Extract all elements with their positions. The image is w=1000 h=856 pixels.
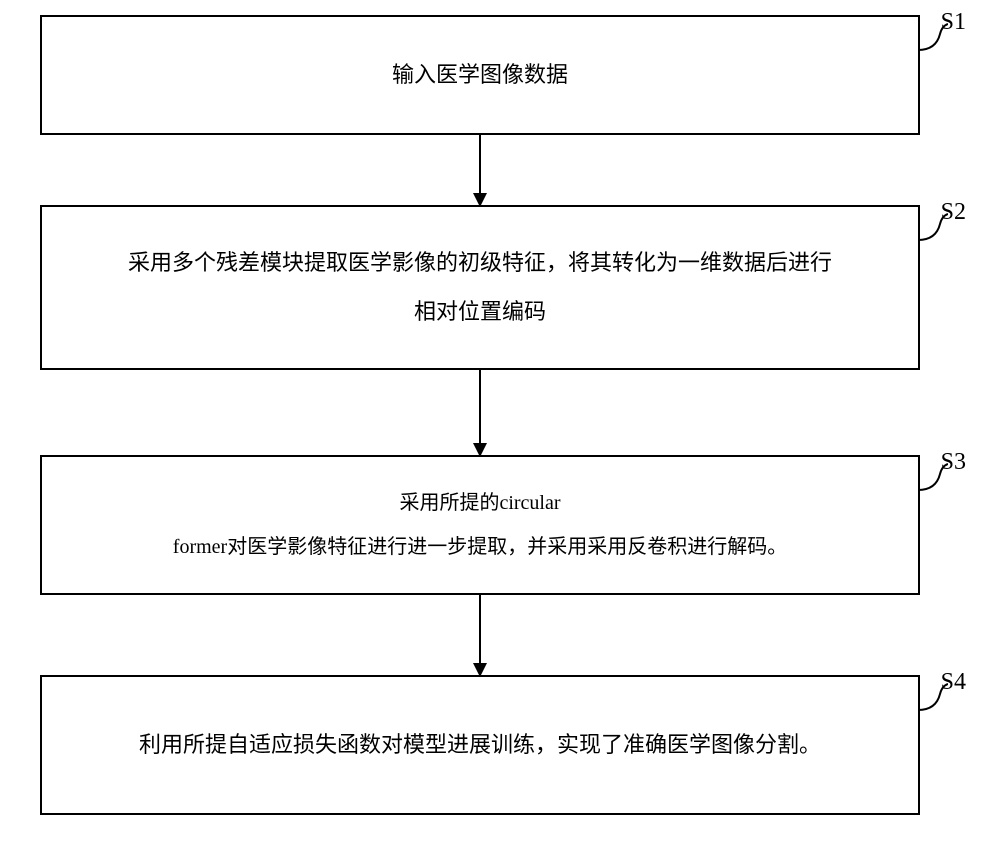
step-text: 输入医学图像数据 [392, 51, 568, 99]
step-label: S2 [941, 199, 966, 226]
step-box-s3: S3 采用所提的circular former对医学影像特征进行进一步提取，并采… [40, 455, 920, 595]
arrow-wrap [40, 595, 920, 675]
step-box-s4: S4 利用所提自适应损失函数对模型进展训练，实现了准确医学图像分割。 [40, 675, 920, 815]
step-text-line: 相对位置编码 [128, 288, 832, 336]
arrow-wrap [40, 370, 920, 455]
step-text-line: former对医学影像特征进行进一步提取，并采用采用反卷积进行解码。 [173, 525, 787, 569]
step-text-line: 采用多个残差模块提取医学影像的初级特征，将其转化为一维数据后进行 [128, 239, 832, 287]
arrow-down-icon [479, 595, 481, 675]
step-label: S1 [941, 9, 966, 36]
arrow-down-icon [479, 370, 481, 455]
arrow-wrap [40, 135, 920, 205]
step-text-line: 采用所提的circular [173, 481, 787, 525]
step-label: S4 [941, 669, 966, 696]
step-text: 采用多个残差模块提取医学影像的初级特征，将其转化为一维数据后进行 相对位置编码 [128, 239, 832, 336]
arrow-down-icon [479, 135, 481, 205]
step-box-s2: S2 采用多个残差模块提取医学影像的初级特征，将其转化为一维数据后进行 相对位置… [40, 205, 920, 370]
step-text: 采用所提的circular former对医学影像特征进行进一步提取，并采用采用… [173, 481, 787, 569]
step-box-s1: S1 输入医学图像数据 [40, 15, 920, 135]
step-text: 利用所提自适应损失函数对模型进展训练，实现了准确医学图像分割。 [139, 721, 821, 769]
step-label: S3 [941, 449, 966, 476]
flowchart-container: S1 输入医学图像数据 S2 采用多个残差模块提取医学影像的初级特征，将其转化为… [40, 15, 960, 815]
